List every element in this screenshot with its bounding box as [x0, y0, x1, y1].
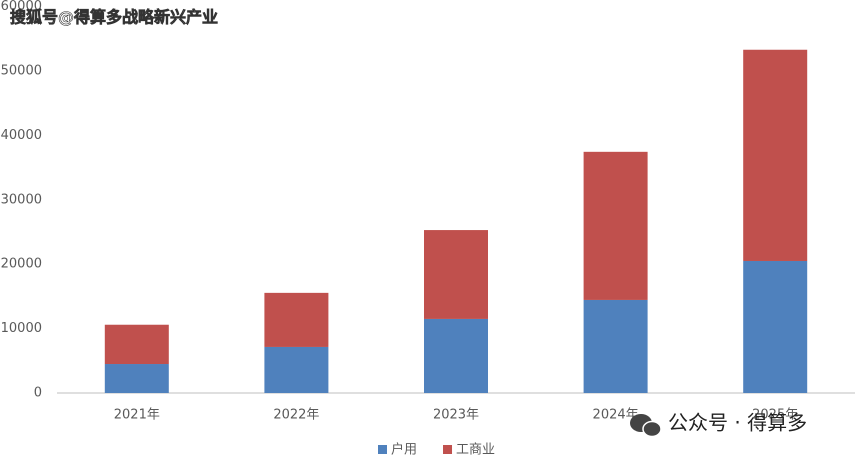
bar-segment	[583, 151, 648, 300]
y-tick-label: 50000	[1, 64, 42, 79]
x-tick-label: 2021年	[114, 408, 160, 423]
legend-swatch	[378, 445, 387, 454]
y-tick-label: 30000	[1, 192, 42, 207]
watermark: 搜狐号@得算多战略新兴产业	[10, 8, 218, 27]
x-tick-label: 2022年	[273, 408, 319, 423]
wechat-icon	[630, 414, 662, 438]
y-tick-label: 10000	[1, 321, 42, 336]
legend-label: 工商业	[456, 443, 495, 457]
bar-segment	[424, 318, 488, 393]
y-tick-label: 40000	[1, 128, 42, 143]
y-tick-label: 20000	[1, 257, 42, 272]
bar-segment	[424, 230, 488, 319]
bar-segment	[743, 260, 808, 393]
legend-label: 户用	[391, 442, 417, 457]
bar-segment	[743, 49, 808, 261]
x-tick-label: 2025年	[752, 408, 798, 423]
watermark: 公众号 · 得算多	[668, 411, 807, 435]
y-tick-label: 0	[34, 386, 42, 401]
x-tick-label: 2024年	[593, 408, 639, 423]
x-tick-label: 2023年	[433, 408, 479, 423]
bar-segment	[264, 346, 329, 393]
bar-segment	[104, 324, 169, 365]
y-tick-label: 60000	[1, 0, 42, 14]
bar-segment	[583, 299, 648, 393]
bar-segment	[104, 364, 169, 393]
legend-swatch	[443, 445, 453, 454]
bar-segment	[264, 292, 329, 347]
